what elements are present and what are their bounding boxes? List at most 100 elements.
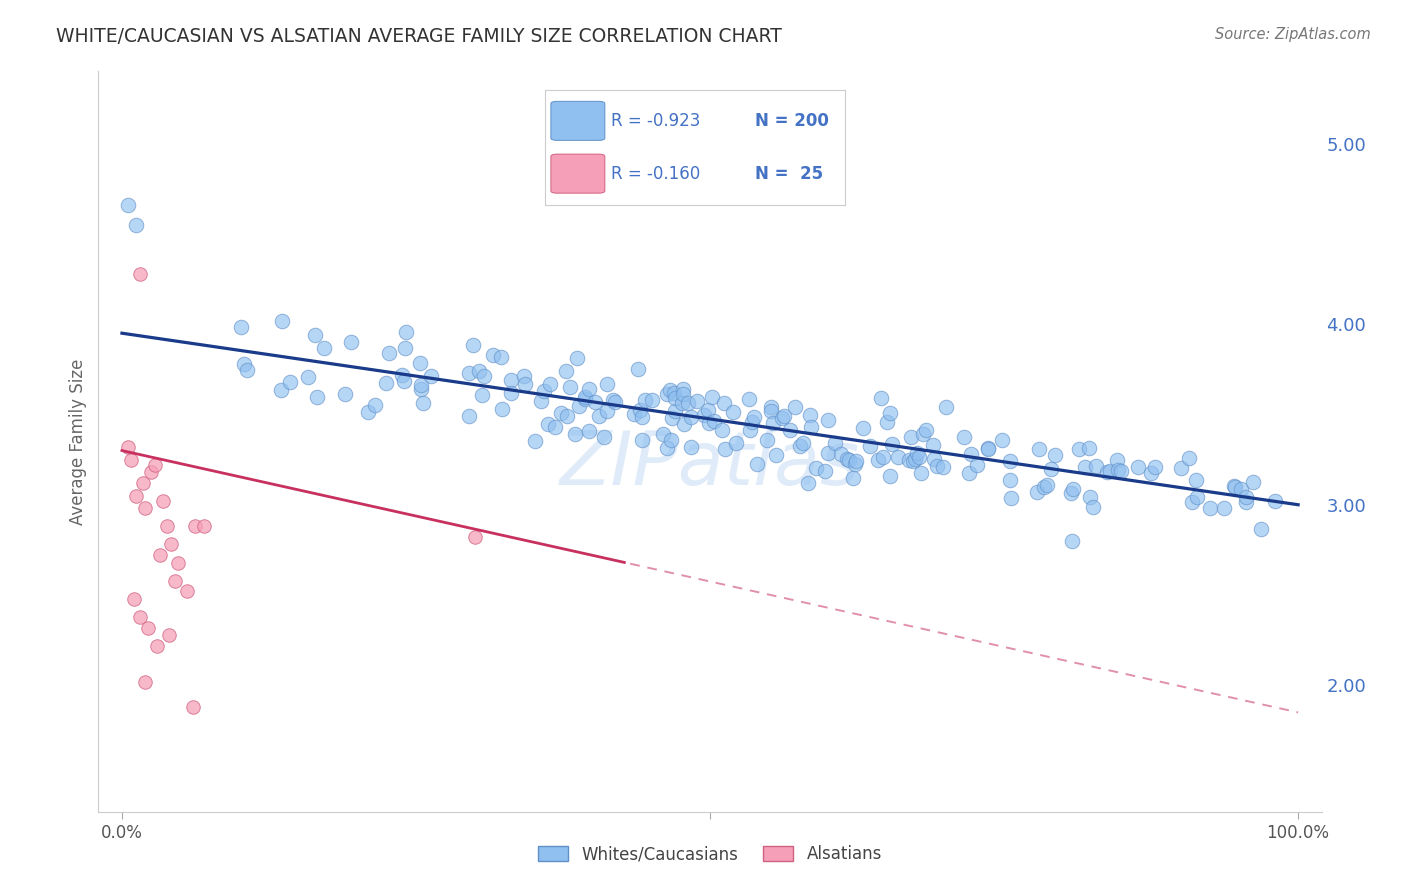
Point xyxy=(602,392,624,407)
Point xyxy=(471,388,494,402)
Point xyxy=(1230,482,1253,496)
Point xyxy=(662,385,685,400)
Text: WHITE/CAUCASIAN VS ALSATIAN AVERAGE FAMILY SIZE CORRELATION CHART: WHITE/CAUCASIAN VS ALSATIAN AVERAGE FAMI… xyxy=(56,27,782,45)
Point xyxy=(872,450,894,465)
Point xyxy=(1212,500,1234,515)
Point xyxy=(167,556,190,570)
Point xyxy=(1059,485,1081,500)
Point xyxy=(783,400,806,414)
Point xyxy=(583,395,606,409)
Point xyxy=(977,442,1000,456)
Point xyxy=(364,398,387,412)
Point xyxy=(391,368,413,382)
Point xyxy=(713,442,735,456)
Point xyxy=(560,380,582,394)
Point xyxy=(901,454,924,468)
Point xyxy=(697,416,720,430)
Point xyxy=(596,377,619,392)
Point xyxy=(880,437,903,451)
Point xyxy=(799,420,821,434)
Point xyxy=(817,446,839,460)
Point xyxy=(1185,491,1208,505)
Point xyxy=(925,459,948,474)
Point xyxy=(672,383,695,397)
Point xyxy=(911,427,934,442)
Point xyxy=(1085,459,1108,474)
Point xyxy=(953,430,976,444)
Point xyxy=(491,401,513,416)
Point xyxy=(641,392,664,407)
Point xyxy=(697,402,720,417)
Point xyxy=(1181,495,1204,509)
Point xyxy=(966,458,988,472)
Point xyxy=(1107,453,1129,467)
Point xyxy=(671,395,693,409)
Point xyxy=(661,410,683,425)
Point xyxy=(817,413,839,427)
Point xyxy=(409,378,432,392)
Point xyxy=(976,441,998,455)
Point xyxy=(501,373,523,387)
Point xyxy=(184,519,207,533)
Point xyxy=(713,396,735,410)
Point xyxy=(866,453,889,467)
Point xyxy=(156,519,179,533)
Point xyxy=(1039,462,1062,476)
Point xyxy=(681,440,703,454)
Point xyxy=(789,439,811,453)
Point xyxy=(990,433,1012,447)
Point xyxy=(700,390,723,404)
Point xyxy=(1250,522,1272,536)
Point xyxy=(143,458,166,472)
Point xyxy=(631,410,654,425)
Point xyxy=(543,419,565,434)
Point xyxy=(1095,465,1118,479)
Point xyxy=(799,409,821,423)
Point xyxy=(692,409,714,423)
Point xyxy=(887,450,910,464)
Point xyxy=(1234,494,1257,508)
Point xyxy=(759,403,782,417)
Point xyxy=(128,267,150,281)
Point xyxy=(935,400,957,414)
Point xyxy=(1170,460,1192,475)
Point xyxy=(1000,453,1022,467)
Point xyxy=(1185,473,1208,487)
Point xyxy=(136,621,159,635)
Point xyxy=(489,350,512,364)
Point xyxy=(593,430,616,444)
Point xyxy=(627,362,650,376)
Point xyxy=(176,584,198,599)
Point xyxy=(681,410,703,425)
Point xyxy=(835,451,858,466)
Point xyxy=(1143,459,1166,474)
Point xyxy=(564,427,586,442)
Point xyxy=(530,394,553,409)
Point xyxy=(813,464,835,478)
Point xyxy=(779,423,801,437)
Point xyxy=(957,467,980,481)
Point xyxy=(555,364,578,378)
Point xyxy=(922,438,945,452)
Point xyxy=(501,386,523,401)
Point xyxy=(270,383,292,397)
Point xyxy=(117,440,139,454)
Point xyxy=(378,346,401,360)
Point xyxy=(915,423,938,437)
Point xyxy=(270,314,292,328)
Point xyxy=(879,406,901,420)
Point xyxy=(420,369,443,384)
Point xyxy=(1078,441,1101,455)
Point xyxy=(1264,494,1286,508)
Point xyxy=(657,441,679,455)
Point xyxy=(463,337,485,351)
Point xyxy=(845,454,868,468)
Point xyxy=(838,453,860,467)
Point xyxy=(1000,473,1022,487)
Point xyxy=(686,393,709,408)
Point xyxy=(1067,442,1090,456)
Point xyxy=(395,325,418,339)
Point xyxy=(664,404,686,418)
Point xyxy=(1033,480,1056,494)
Point xyxy=(1081,500,1104,515)
